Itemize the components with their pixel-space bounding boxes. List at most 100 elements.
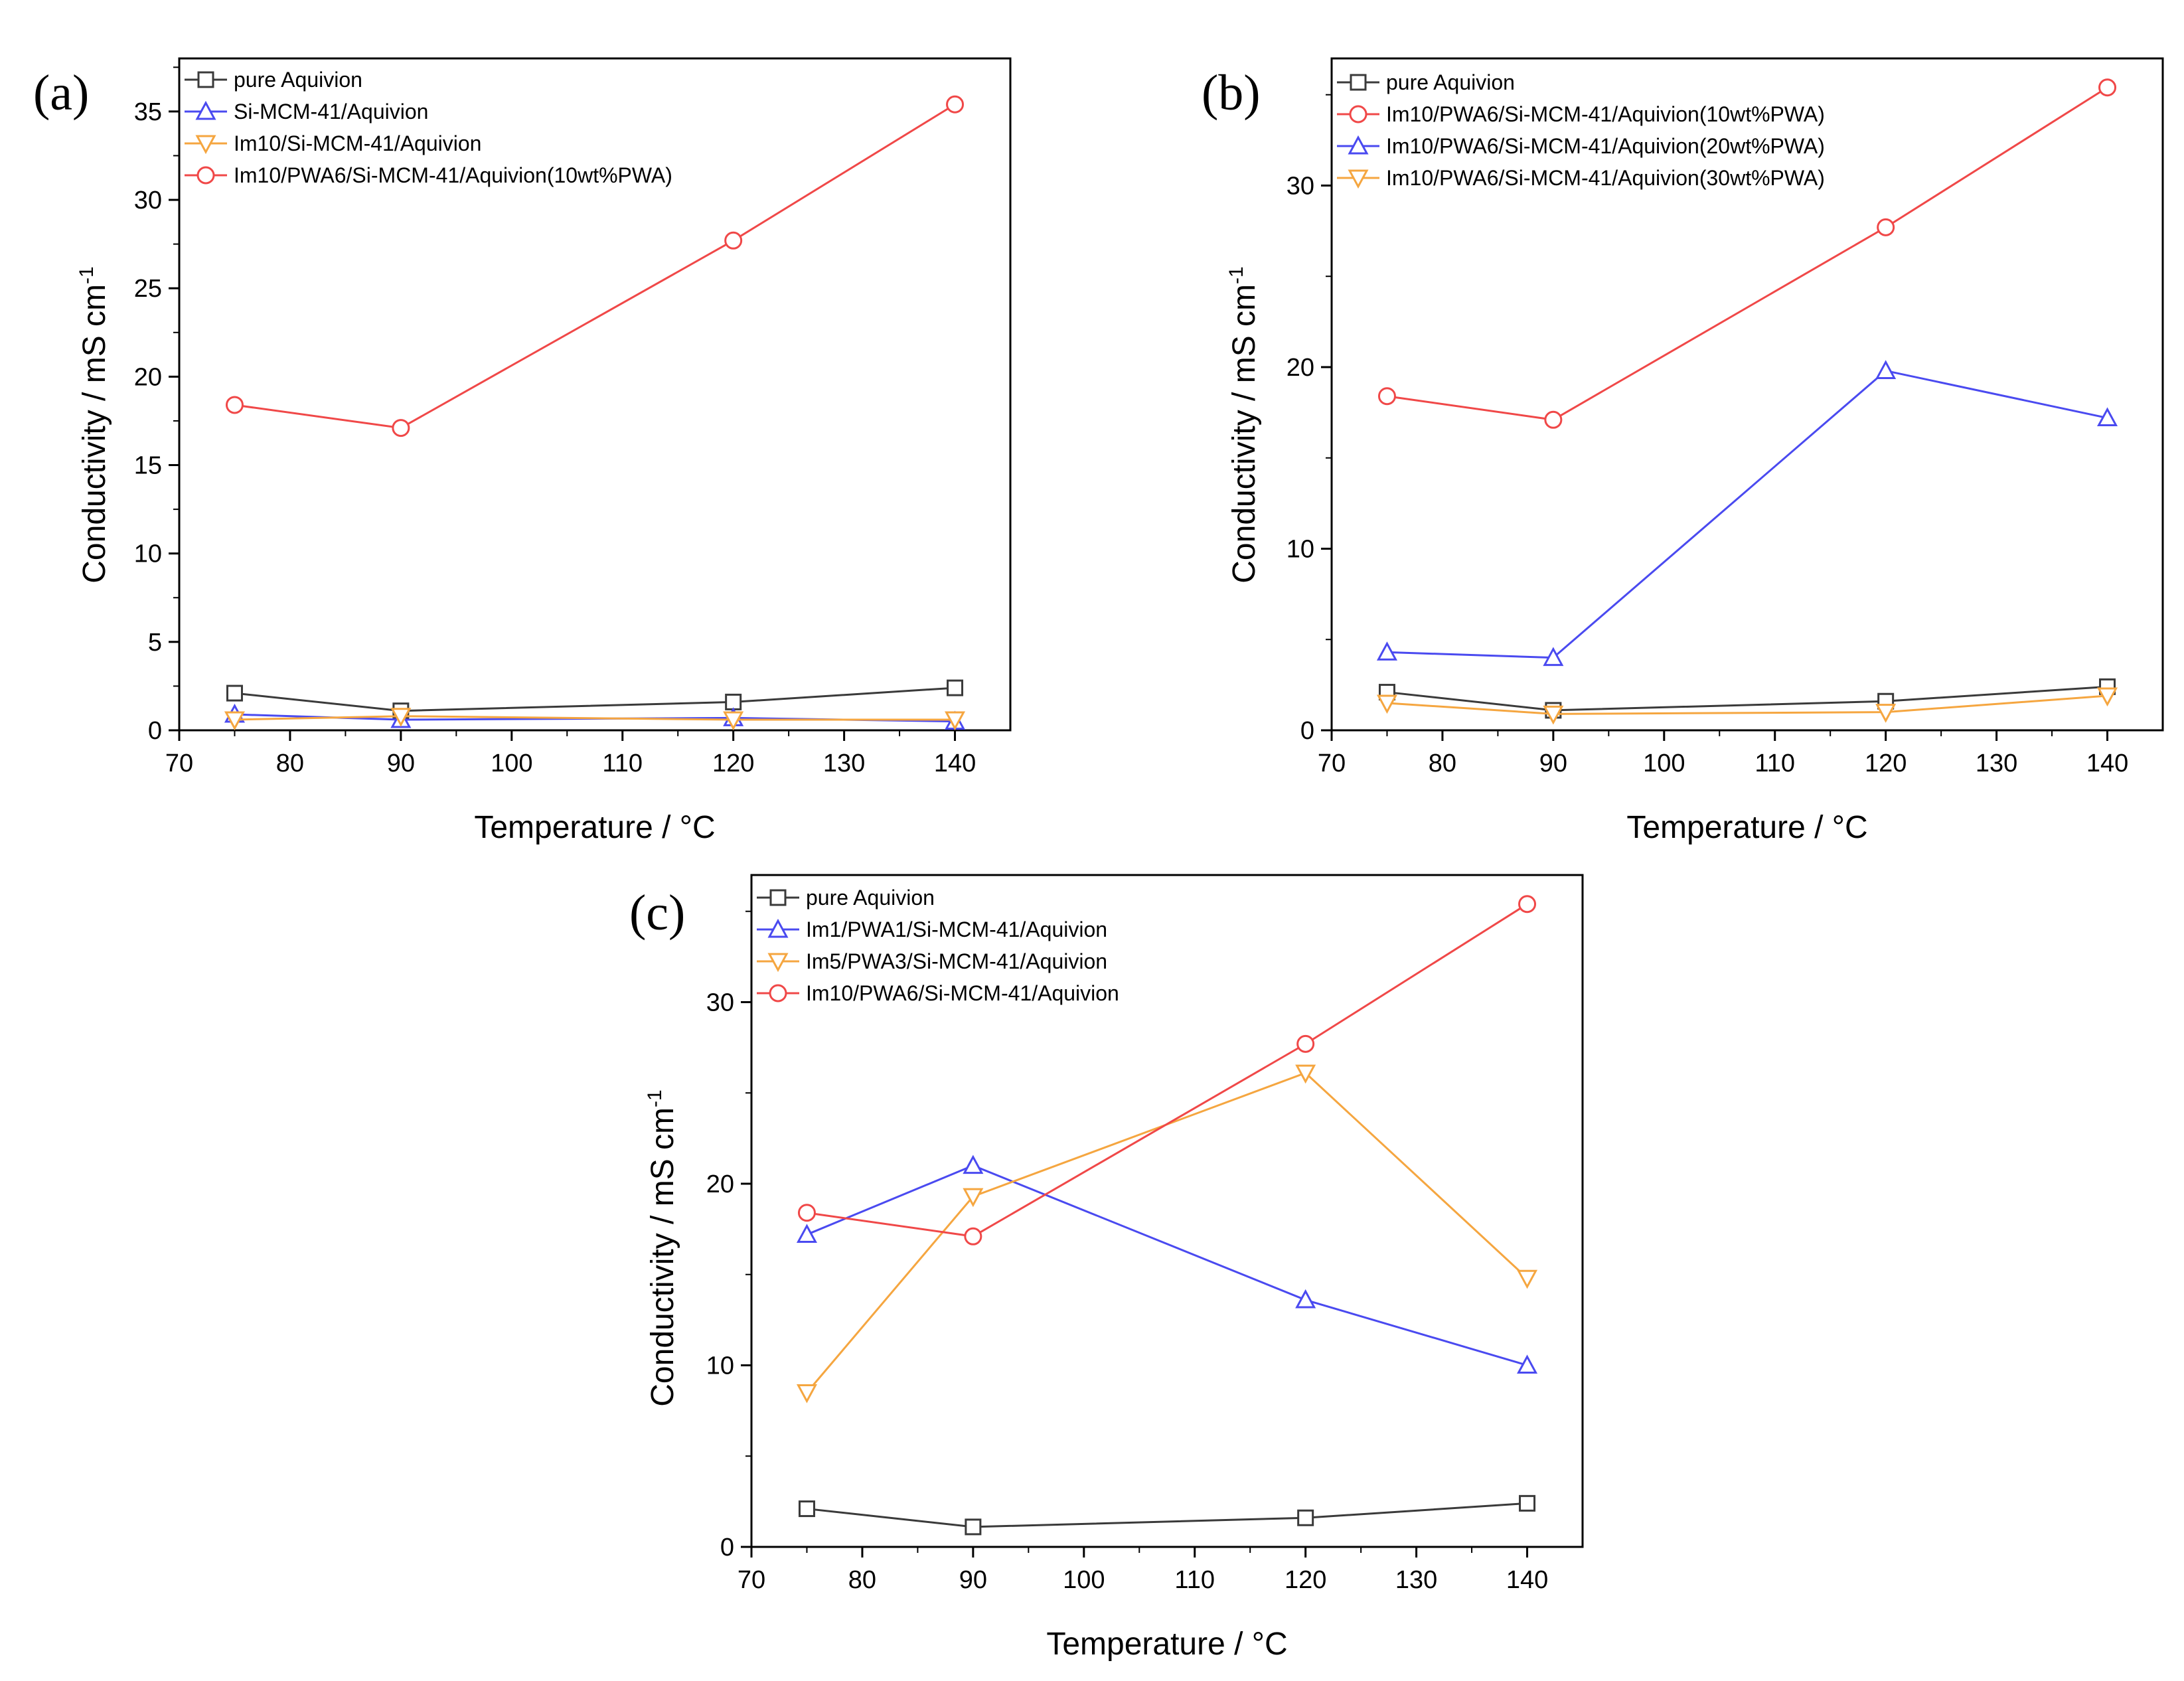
plot-frame (750, 874, 1584, 1548)
data-point (798, 1500, 815, 1518)
legend-item: pure Aquivion (1337, 70, 1515, 94)
legend-item: Im10/Si-MCM-41/Aquivion (185, 131, 481, 155)
x-tick-label: 140 (934, 750, 976, 777)
series-line (806, 1164, 1527, 1366)
series-im10-pwa6-si-mcm-41-aquivion-10wt-pwa (225, 95, 965, 438)
x-tick-label: 80 (1429, 750, 1456, 777)
panel-label: (a) (33, 65, 89, 121)
series-line (806, 1072, 1528, 1394)
legend-marker (769, 889, 787, 906)
x-axis-title: Temperature / °C (1046, 1627, 1287, 1662)
legend-marker (1348, 135, 1369, 155)
data-point (226, 684, 243, 702)
legend-item: pure Aquivion (185, 68, 362, 92)
y-tick-label: 25 (134, 275, 162, 303)
legend-label: Im10/PWA6/Si-MCM-41/Aquivion(30wt%PWA) (1386, 166, 1825, 190)
x-tick-label: 70 (1318, 750, 1346, 777)
x-tick-label: 140 (2086, 750, 2128, 777)
legend-label: Im10/PWA6/Si-MCM-41/Aquivion(10wt%PWA) (234, 163, 672, 187)
series-im10-pwa6-si-mcm-41-aquivion-20wt-pwa (1376, 360, 2118, 667)
y-tick-label: 0 (1300, 717, 1314, 745)
series-line (234, 686, 955, 712)
series-line (1387, 694, 2108, 715)
data-point (1877, 218, 1895, 236)
data-point (797, 1204, 816, 1222)
data-point (963, 1155, 984, 1174)
legend-item: Im10/PWA6/Si-MCM-41/Aquivion(30wt%PWA) (1337, 166, 1825, 190)
panel-b: (b) 70 80 90 100 110 120 130 140 0 10 20 30 Temperatu… (1202, 57, 2164, 845)
x-tick-label: 120 (1285, 1566, 1326, 1594)
legend-label: Si-MCM-41/Aquivion (234, 100, 428, 123)
legend-marker (767, 953, 789, 973)
x-tick-label: 100 (491, 750, 532, 777)
x-tick-label: 100 (1063, 1566, 1105, 1594)
legend-item: Im10/PWA6/Si-MCM-41/Aquivion(10wt%PWA) (1337, 102, 1825, 126)
legend-marker (1349, 105, 1367, 123)
y-tick-label: 20 (706, 1170, 734, 1198)
data-point (392, 419, 410, 438)
y-tick-label: 30 (134, 187, 162, 214)
data-point (723, 711, 744, 731)
x-tick-label: 140 (1506, 1566, 1548, 1594)
legend-label: Im10/Si-MCM-41/Aquivion (234, 131, 481, 155)
y-tick-label: 35 (134, 98, 162, 126)
series-line (1387, 369, 2108, 659)
legend-marker (196, 166, 215, 185)
data-point (1518, 895, 1537, 914)
legend-item: Im5/PWA3/Si-MCM-41/Aquivion (757, 949, 1107, 973)
data-point (796, 1384, 817, 1403)
series-im10-pwa6-si-mcm-41-aquivion-30wt-pwa (1376, 687, 2118, 725)
x-tick-label: 80 (276, 750, 304, 777)
series-line (807, 903, 1528, 1238)
series-pure-aquivion (798, 1494, 1536, 1536)
legend-item: Im10/PWA6/Si-MCM-41/Aquivion (757, 981, 1119, 1005)
x-tick-label: 100 (1643, 750, 1685, 777)
x-tick-label: 70 (165, 750, 193, 777)
series-line (1387, 685, 2108, 712)
data-point (224, 711, 245, 731)
x-tick-label: 110 (1755, 750, 1795, 777)
data-point (946, 95, 965, 114)
legend-item: Si-MCM-41/Aquivion (185, 100, 428, 123)
legend-label: pure Aquivion (806, 886, 935, 910)
series-line (807, 1502, 1527, 1528)
y-tick-label: 10 (134, 540, 162, 568)
panel-c: (c) 70 80 90 100 110 120 130 140 0 10 20 30 Temperatu… (629, 874, 1584, 1662)
legend-marker (767, 918, 789, 938)
y-tick-label: 10 (1287, 535, 1314, 563)
y-tick-label: 10 (706, 1352, 734, 1380)
data-point (1376, 694, 1397, 714)
x-tick-label: 80 (848, 1566, 876, 1594)
legend-item: Im1/PWA1/Si-MCM-41/Aquivion (757, 918, 1107, 941)
legend-item: pure Aquivion (757, 886, 935, 910)
data-point (1377, 387, 1396, 406)
plot-frame (178, 57, 1012, 732)
x-tick-label: 110 (602, 750, 643, 777)
plot-frame (1330, 57, 2164, 732)
y-tick-label: 30 (1287, 172, 1314, 200)
series-im10-pwa6-si-mcm-41-aquivion-10wt-pwa (1377, 78, 2117, 429)
x-tick-label: 120 (712, 750, 754, 777)
legend-marker (195, 100, 216, 120)
legend-item: Im10/PWA6/Si-MCM-41/Aquivion(20wt%PWA) (1337, 134, 1825, 158)
y-tick-label: 5 (148, 629, 162, 657)
y-tick-label: 0 (148, 717, 162, 745)
data-point (796, 1224, 817, 1243)
legend-label: Im10/PWA6/Si-MCM-41/Aquivion(20wt%PWA) (1386, 134, 1825, 158)
legend-label: pure Aquivion (1386, 70, 1515, 94)
data-point (1296, 1034, 1315, 1053)
data-point (1295, 1289, 1316, 1309)
legend-label: Im10/PWA6/Si-MCM-41/Aquivion(10wt%PWA) (1386, 102, 1825, 126)
data-point (725, 693, 742, 710)
x-tick-label: 120 (1865, 750, 1907, 777)
x-tick-label: 130 (823, 750, 865, 777)
series-im1-pwa1-si-mcm-41-aquivion (796, 1155, 1538, 1374)
series-line (1387, 86, 2108, 421)
legend-marker (1350, 74, 1367, 91)
data-point (2097, 687, 2118, 707)
data-point (1875, 360, 1897, 379)
data-point (947, 679, 964, 696)
series-im10-pwa6-si-mcm-41-aquivion (797, 895, 1537, 1245)
legend-label: Im10/PWA6/Si-MCM-41/Aquivion (806, 981, 1119, 1005)
x-axis-title: Temperature / °C (474, 810, 715, 845)
